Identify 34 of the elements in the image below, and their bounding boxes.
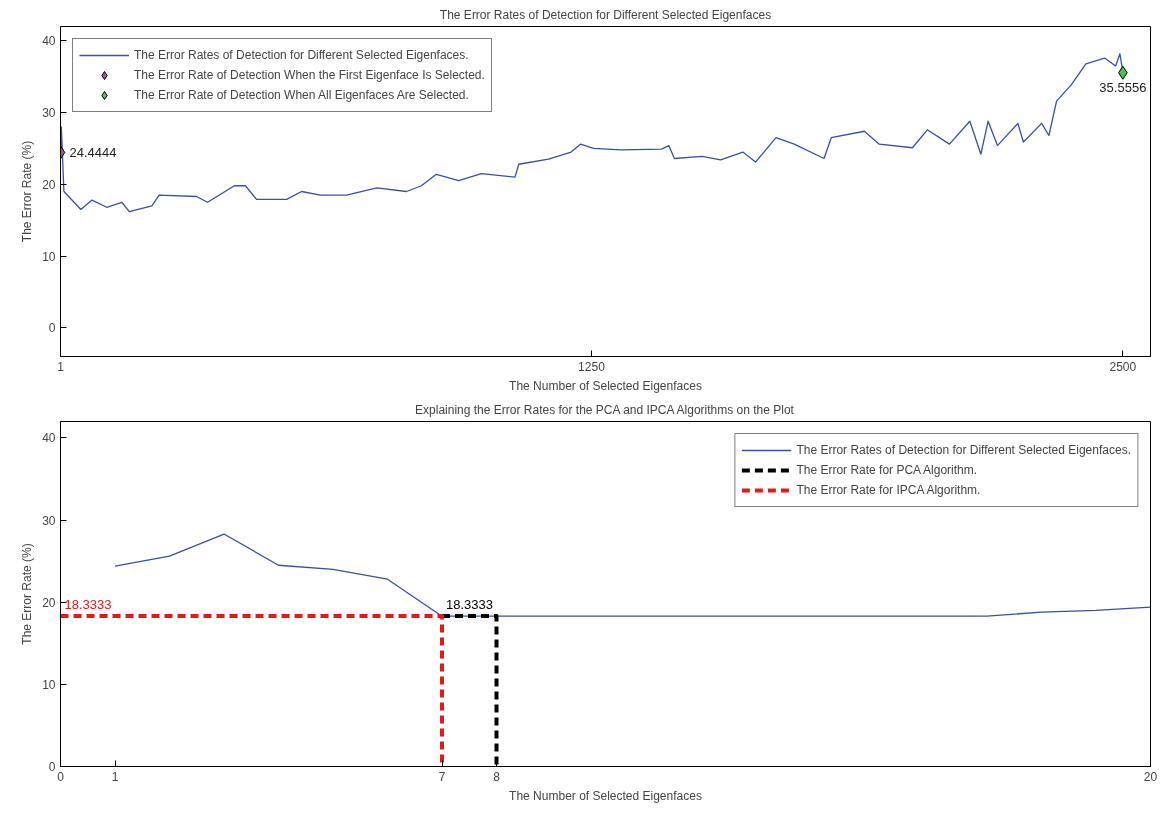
y-tick-label: 30 bbox=[42, 513, 56, 528]
legend-label: The Error Rate of Detection When All Eigenfaces Are Selected. bbox=[134, 87, 469, 103]
data-label: 35.5556 bbox=[1099, 79, 1147, 95]
x-tick-label: 1 bbox=[111, 769, 119, 784]
y-tick-label: 0 bbox=[48, 321, 56, 336]
y-tick-label: 0 bbox=[48, 760, 56, 774]
legend-label: The Error Rate for IPCA Algorithm. bbox=[796, 482, 981, 498]
y-axis-title: The Error Rate (%) bbox=[20, 140, 35, 243]
y-tick-label: 40 bbox=[42, 34, 56, 49]
y-axis-title: The Error Rate (%) bbox=[20, 543, 35, 645]
data-label: 24.4444 bbox=[69, 144, 117, 160]
x-tick-label: 1250 bbox=[578, 359, 606, 374]
y-tick-label: 10 bbox=[42, 677, 56, 692]
legend-label: The Error Rate for PCA Algorithm. bbox=[796, 462, 978, 478]
chart-title: Explaining the Error Rates for the PCA and IPCA Algorithms on the Plot bbox=[415, 402, 795, 417]
y-tick-label: 20 bbox=[42, 595, 56, 610]
x-tick-label: 20 bbox=[1143, 769, 1158, 784]
y-tick-label: 30 bbox=[42, 106, 56, 121]
data-label: 18.3333 bbox=[64, 596, 112, 612]
legend-label: The Error Rates of Detection for Different Selected Eigenfaces. bbox=[134, 47, 469, 63]
y-tick-label: 40 bbox=[42, 431, 56, 446]
line-series bbox=[114, 533, 1151, 617]
x-tick-label: 8 bbox=[493, 769, 501, 784]
x-tick-label: 7 bbox=[438, 769, 446, 784]
x-tick-label: 1 bbox=[57, 359, 65, 374]
x-axis-title: The Number of Selected Eigenfaces bbox=[509, 378, 702, 393]
x-axis-title: The Number of Selected Eigenfaces bbox=[509, 788, 702, 803]
y-tick-label: 10 bbox=[42, 249, 56, 264]
legend-label: The Error Rates of Detection for Different Selected Eigenfaces. bbox=[796, 442, 1131, 458]
x-tick-label: 2500 bbox=[1109, 359, 1137, 374]
y-tick-label: 20 bbox=[42, 177, 56, 192]
chart-title: The Error Rates of Detection for Different Selected Eigenfaces bbox=[439, 7, 772, 22]
legend-label: The Error Rate of Detection When the First Eigenface Is Selected. bbox=[134, 67, 485, 83]
data-label: 18.3333 bbox=[446, 596, 493, 612]
